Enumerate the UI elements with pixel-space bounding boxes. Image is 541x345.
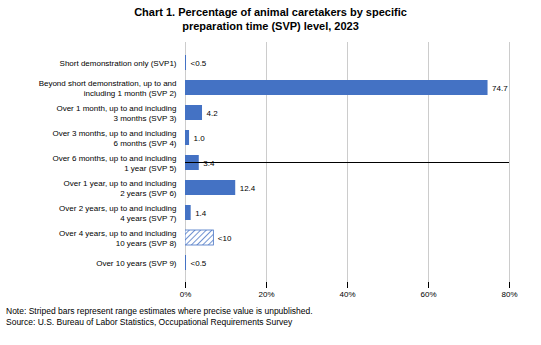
svg-text:Over 3 months, up to and inclu: Over 3 months, up to and including6 mont…	[52, 129, 176, 147]
svg-text:<0.5: <0.5	[191, 58, 207, 67]
svg-text:60%: 60%	[420, 290, 436, 299]
svg-text:80%: 80%	[501, 290, 517, 299]
svg-text:Over 1 month, up to and includ: Over 1 month, up to and including3 month…	[56, 104, 176, 122]
svg-text:Over 1 year, up to and includi: Over 1 year, up to and including2 years …	[64, 179, 177, 197]
svg-text:20%: 20%	[258, 290, 274, 299]
svg-text:<10: <10	[218, 233, 232, 242]
svg-text:1.0: 1.0	[194, 133, 206, 142]
svg-text:Over 4 years, up to and includ: Over 4 years, up to and including10 year…	[59, 229, 177, 247]
svg-text:Over 2 years, up to and includ: Over 2 years, up to and including4 years…	[59, 204, 177, 222]
svg-text:74.7: 74.7	[492, 83, 508, 92]
svg-text:0%: 0%	[180, 290, 192, 299]
svg-text:Over 6 months, up to and inclu: Over 6 months, up to and including1 year…	[52, 154, 176, 172]
svg-text:Over 10 years (SVP 9): Over 10 years (SVP 9)	[96, 259, 177, 268]
svg-text:<0.5: <0.5	[191, 258, 207, 267]
svg-text:Beyond short demonstration, up: Beyond short demonstration, up to andinc…	[39, 79, 177, 97]
svg-text:40%: 40%	[339, 290, 355, 299]
svg-text:1.4: 1.4	[195, 208, 207, 217]
svg-text:Short demonstration only (SVP1: Short demonstration only (SVP1)	[60, 59, 177, 68]
html-text:Chart 1. Percentage of animal: Chart 1. Percentage of animal caretakers…	[134, 6, 407, 33]
html-text:Note: Striped bars represent r: Note: Striped bars represent range estim…	[6, 305, 313, 316]
svg-text:12.4: 12.4	[240, 183, 256, 192]
html-text:Source: U.S. Bureau of Labor S: Source: U.S. Bureau of Labor Statistics,…	[6, 317, 293, 328]
svg-text:3.4: 3.4	[203, 158, 215, 167]
svg-text:4.2: 4.2	[207, 108, 219, 117]
